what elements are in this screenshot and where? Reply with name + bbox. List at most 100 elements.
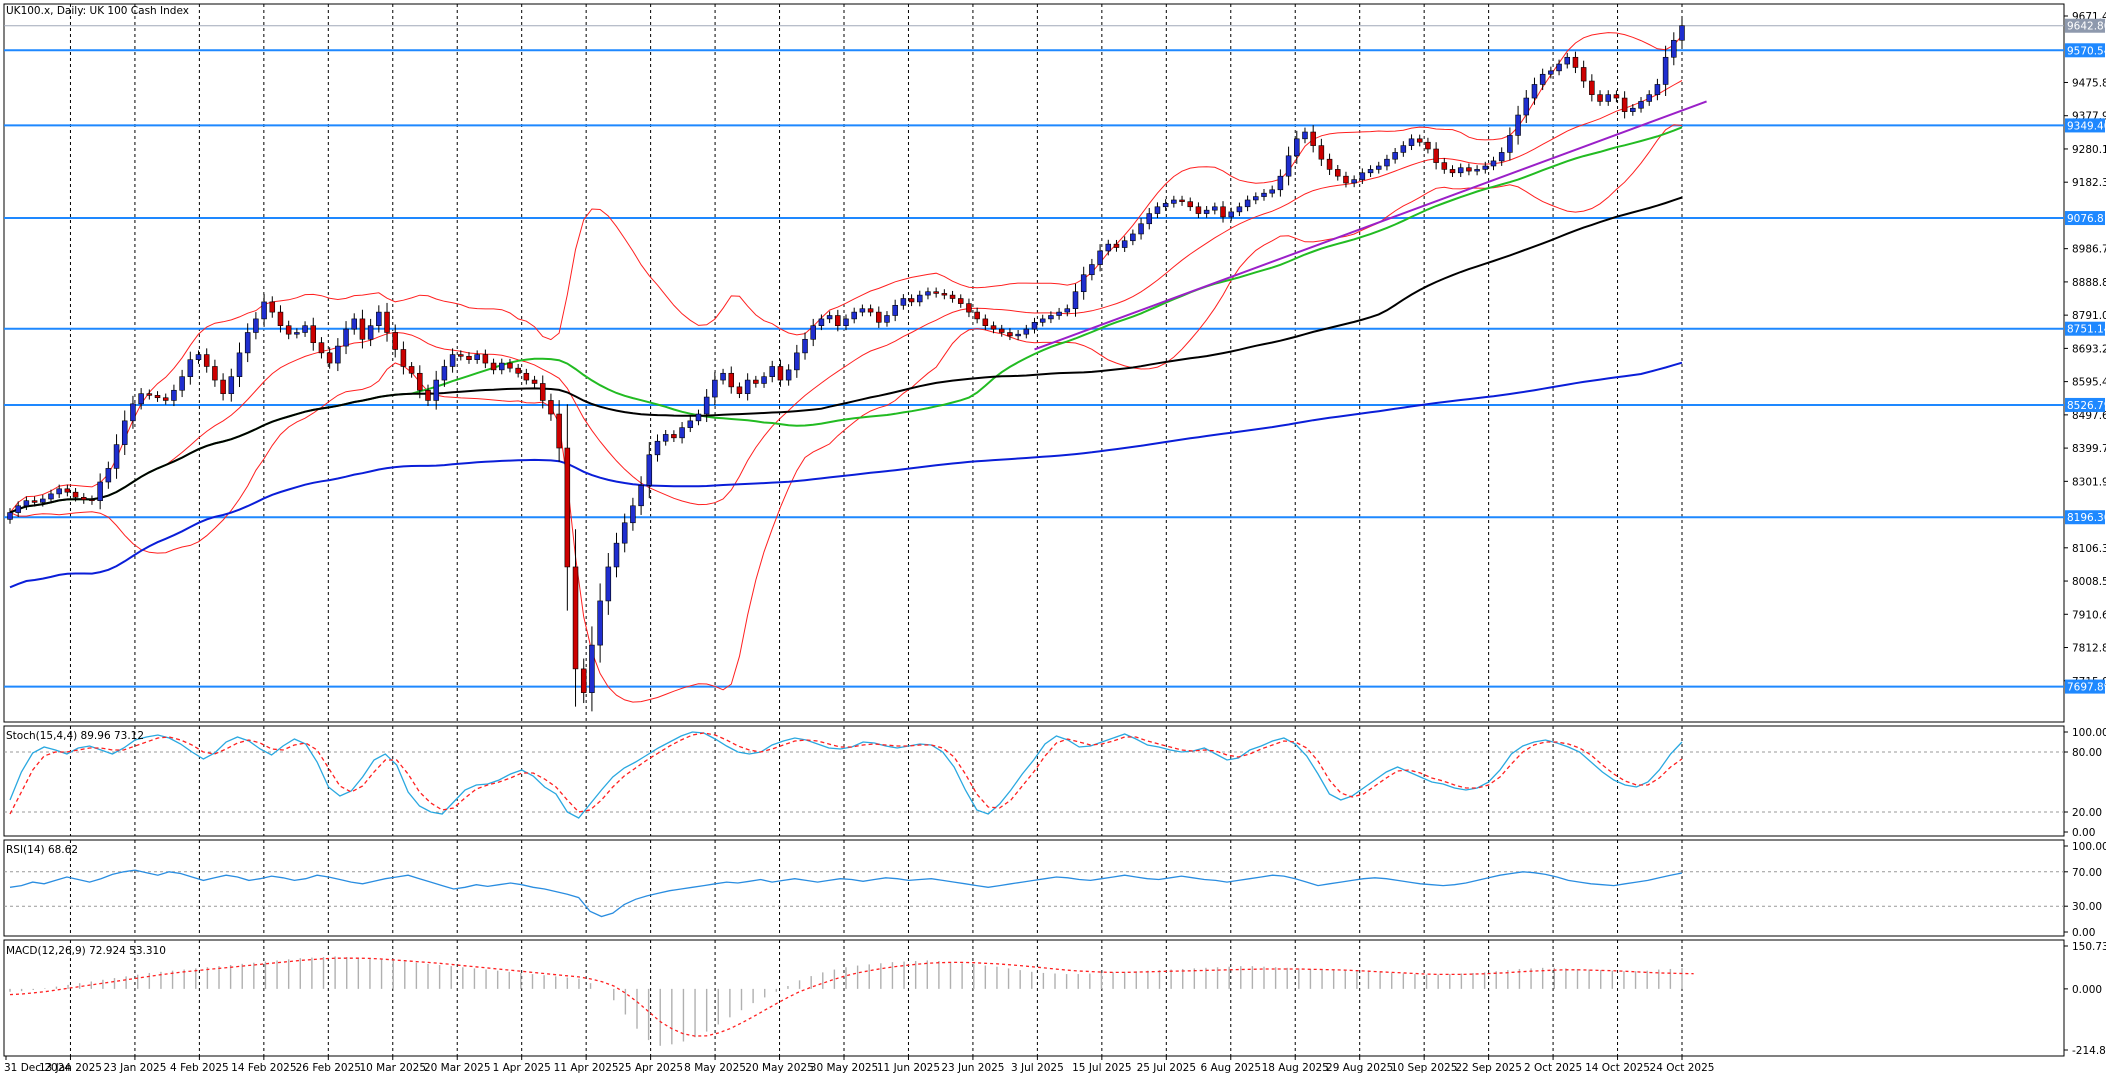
candle-body bbox=[835, 315, 841, 326]
price-tick-label: 8791.06 bbox=[2072, 310, 2106, 322]
candle-body bbox=[1375, 165, 1382, 170]
candle-body bbox=[966, 303, 972, 313]
time-tick-label: 13 Jan 2025 bbox=[39, 1062, 102, 1073]
candle-body bbox=[1269, 189, 1275, 194]
candle-body bbox=[1179, 199, 1185, 202]
candle-body bbox=[884, 315, 890, 323]
time-tick-label: 25 Apr 2025 bbox=[618, 1062, 683, 1073]
candle-body bbox=[1326, 158, 1333, 170]
time-tick-label: 18 Aug 2025 bbox=[1262, 1062, 1329, 1073]
candle-body bbox=[1236, 206, 1243, 213]
candle-body bbox=[318, 342, 325, 354]
candle-body bbox=[195, 354, 202, 360]
candle-body bbox=[785, 369, 792, 381]
candle-body bbox=[425, 389, 431, 401]
rsi-axis-tick-label: 30.00 bbox=[2072, 901, 2102, 913]
candle-body bbox=[802, 338, 808, 354]
level-price-label: 9349.40 bbox=[2067, 120, 2106, 132]
candle-body bbox=[367, 325, 374, 340]
candle-body bbox=[310, 325, 317, 343]
price-tick-label: 9182.34 bbox=[2072, 177, 2106, 189]
rsi-axis-tick-label: 100.00 bbox=[2072, 841, 2106, 853]
candle-body bbox=[695, 413, 702, 422]
price-tick-label: 7812.86 bbox=[2072, 643, 2106, 655]
candle-body bbox=[843, 318, 849, 326]
time-tick-label: 20 May 2025 bbox=[745, 1062, 813, 1073]
candle-body bbox=[15, 505, 21, 513]
candle-body bbox=[679, 427, 685, 439]
time-tick-label: 10 Mar 2025 bbox=[359, 1062, 426, 1073]
candle-body bbox=[1318, 145, 1325, 160]
candle-body bbox=[97, 481, 103, 501]
candle-body bbox=[1392, 152, 1398, 160]
candle-body bbox=[1203, 209, 1210, 214]
bollinger-middle-band bbox=[9, 80, 1683, 514]
main-frame bbox=[3, 3, 2065, 723]
trendline[interactable] bbox=[1034, 100, 1707, 351]
candle-body bbox=[1662, 56, 1669, 85]
candle-body bbox=[1039, 318, 1046, 323]
price-tick-label: 9475.80 bbox=[2072, 77, 2106, 89]
candle-body bbox=[818, 318, 825, 326]
current-price-label: 9642.80 bbox=[2067, 21, 2106, 33]
level-price-tag bbox=[2065, 679, 2105, 694]
candle-body bbox=[1523, 97, 1530, 116]
candle-body bbox=[1105, 243, 1112, 252]
price-tick-label: 8986.70 bbox=[2072, 244, 2106, 256]
level-price-label: 9076.81 bbox=[2067, 213, 2106, 225]
candle-body bbox=[982, 318, 989, 326]
candle-body bbox=[31, 500, 38, 503]
price-tick-label: 8106.32 bbox=[2072, 543, 2106, 555]
candle-body bbox=[1220, 206, 1226, 218]
candle-body bbox=[605, 566, 612, 602]
candle-body bbox=[744, 379, 751, 394]
candle-body bbox=[146, 393, 153, 396]
moving-average-blue bbox=[9, 361, 1683, 589]
candle-body bbox=[621, 522, 628, 544]
level-price-label: 7697.89 bbox=[2067, 682, 2106, 694]
time-tick-label: 29 Aug 2025 bbox=[1326, 1062, 1393, 1073]
price-tick-label: 9280.16 bbox=[2072, 144, 2106, 156]
candle-body bbox=[769, 366, 775, 377]
stoch-main-line bbox=[9, 731, 1683, 819]
candle-body bbox=[1621, 97, 1628, 112]
macd-signal-line bbox=[9, 957, 1694, 1037]
candle-body bbox=[1433, 148, 1439, 163]
candle-body bbox=[1080, 274, 1087, 293]
candle-body bbox=[220, 379, 226, 394]
candle-body bbox=[1490, 160, 1497, 167]
time-tick-label: 11 Apr 2025 bbox=[554, 1062, 619, 1073]
candle-body bbox=[1310, 131, 1316, 146]
candle-body bbox=[1548, 70, 1554, 75]
candle-body bbox=[1605, 94, 1611, 102]
candle-body bbox=[736, 386, 743, 394]
main-price-panel: 9671.449475.809377.989280.169182.348986.… bbox=[3, 3, 2106, 723]
price-tick-label: 8595.42 bbox=[2072, 377, 2106, 389]
time-tick-label: 14 Feb 2025 bbox=[231, 1062, 296, 1073]
candle-body bbox=[458, 354, 464, 357]
candle-body bbox=[105, 468, 112, 483]
time-tick-label: 2 Oct 2025 bbox=[1524, 1062, 1582, 1073]
candle-body bbox=[335, 345, 341, 364]
candle-body bbox=[1449, 169, 1456, 174]
candle-body bbox=[548, 400, 554, 415]
level-price-tag bbox=[2065, 321, 2105, 336]
candle-body bbox=[1539, 73, 1546, 85]
candle-body bbox=[1294, 138, 1300, 157]
candle-body bbox=[687, 420, 694, 428]
candle-body bbox=[1146, 213, 1153, 225]
candle-body bbox=[720, 372, 726, 381]
rsi-title: RSI(14) 68.62 bbox=[6, 844, 78, 856]
macd-title: MACD(12,26,9) 72.924 53.310 bbox=[6, 945, 166, 957]
candle-body bbox=[1343, 175, 1349, 184]
price-tick-label: 8497.60 bbox=[2072, 410, 2106, 422]
candle-body bbox=[187, 359, 194, 377]
rsi-axis-tick-label: 70.00 bbox=[2072, 867, 2102, 879]
candle-body bbox=[302, 325, 308, 333]
candle-body bbox=[703, 396, 710, 415]
candle-body bbox=[351, 318, 357, 330]
candle-body bbox=[1482, 165, 1489, 170]
time-tick-label: 23 Jun 2025 bbox=[941, 1062, 1004, 1073]
candle-body bbox=[326, 352, 333, 364]
